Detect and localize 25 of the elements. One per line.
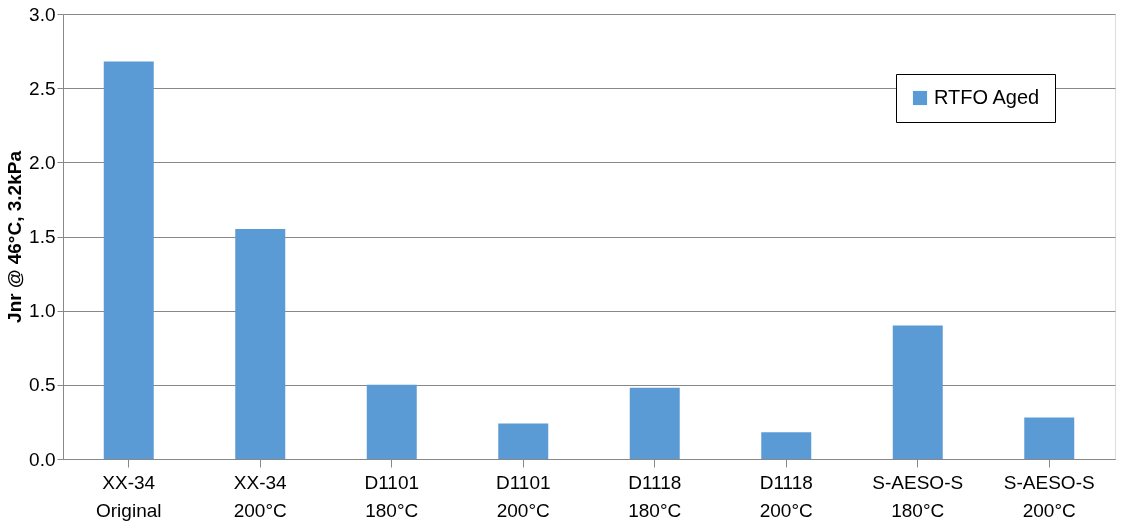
y-tick-label: 2.0 xyxy=(29,151,56,173)
x-tick-label: S-AESO-S 200°C xyxy=(1003,471,1095,521)
y-tick-label: 1.0 xyxy=(29,300,56,322)
bar xyxy=(892,325,943,459)
x-tick-label: D1101 180°C xyxy=(364,471,420,521)
y-tick-label: 0.5 xyxy=(29,374,56,396)
x-tick-label: D1101 200°C xyxy=(495,471,551,521)
legend-label: RTFO Aged xyxy=(934,86,1040,108)
bar xyxy=(366,384,417,459)
x-tick-label: XX-34 200°C xyxy=(233,471,288,521)
x-tick-label: XX-34 Original xyxy=(96,471,162,521)
bar xyxy=(235,229,286,459)
y-tick-label: 2.5 xyxy=(29,77,56,99)
y-tick-label: 1.5 xyxy=(29,226,56,247)
x-tick-label: S-AESO-S 180°C xyxy=(872,471,964,521)
y-tick-label: 3.0 xyxy=(29,3,56,25)
x-tick-label: D1118 200°C xyxy=(759,471,813,521)
bar xyxy=(629,387,680,459)
bar xyxy=(1024,417,1075,459)
bar xyxy=(103,61,154,459)
bar xyxy=(761,432,812,459)
y-tick-label: 0.0 xyxy=(29,448,56,470)
x-tick-label: D1118 180°C xyxy=(628,471,682,521)
y-axis-title: Jnr @ 46°C, 3.2kPa xyxy=(4,150,26,323)
bar xyxy=(498,423,549,459)
